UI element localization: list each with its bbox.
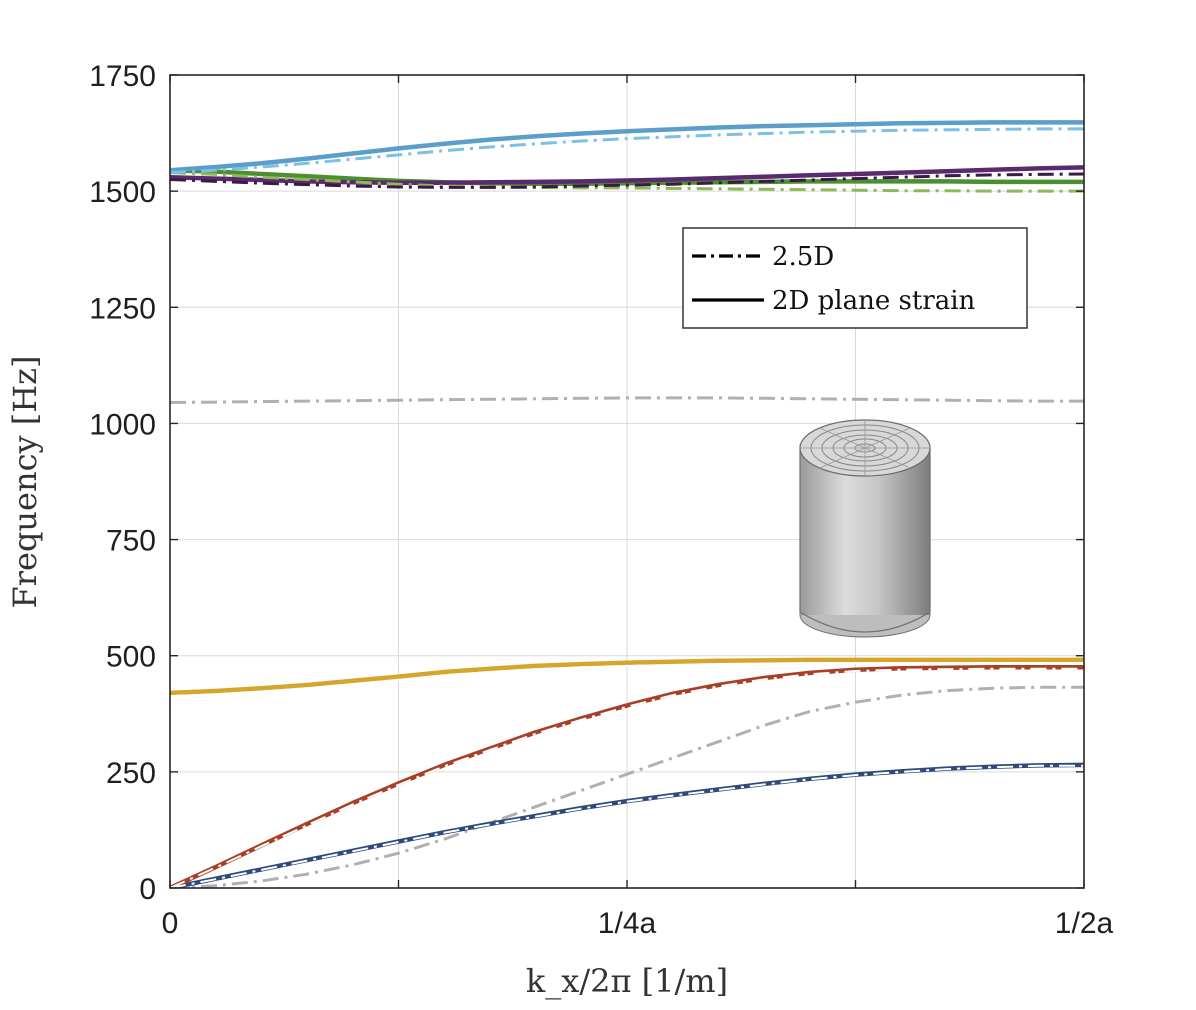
series-line-mode-4-2d [170,167,1084,186]
legend: 2.5D 2D plane strain [682,227,1028,329]
y-axis-label: Frequency [Hz] [6,356,44,609]
series-line-2-5d-extra-mode-b [170,396,1084,404]
series-line-mode-5-2d [170,165,1084,186]
y-tick-label: 250 [106,757,156,790]
y-tick-label: 1250 [89,292,156,325]
y-tick-label: 1750 [89,60,156,93]
series-line-mode-5-2-5d [170,172,1084,189]
y-tick-label: 1500 [89,176,156,209]
series-line-mode-2-2-5d [170,667,1084,888]
y-tick-label: 750 [106,525,156,558]
x-tick-label: 1/2a [1055,907,1114,940]
x-axis-label: k_x/2π [1/m] [526,962,728,1000]
tick-labels: 0 1/4a 1/2a 0 250 500 750 1000 1250 1500 1750 [89,60,1113,940]
series-line-mode-3-2d [170,657,1084,696]
series-line-mode-6-2d [170,120,1084,173]
tick-marks [169,74,1085,889]
x-tick-label: 1/4a [598,907,657,940]
series-line-mode-2-2d [170,665,1084,888]
unit-cell-inset-image [799,419,931,638]
legend-label-2d-plane-strain: 2D plane strain [772,286,976,316]
y-tick-label: 500 [106,641,156,674]
series-line-mode-3-2-5d [170,662,1084,698]
series-line-2-5d-extra-mode-a [170,685,1084,888]
series-line-mode-6-2-5d [170,127,1084,175]
legend-label-2.5d: 2.5D [772,242,834,272]
grid-lines [170,75,1084,888]
legend-box [682,227,1028,329]
series-line-mode-1-2-5d [170,764,1084,888]
y-tick-label: 0 [139,873,156,906]
series-line-mode-4-2-5d [170,171,1084,193]
series-group [170,120,1084,888]
x-tick-label: 0 [162,907,179,940]
y-tick-label: 1000 [89,408,156,441]
